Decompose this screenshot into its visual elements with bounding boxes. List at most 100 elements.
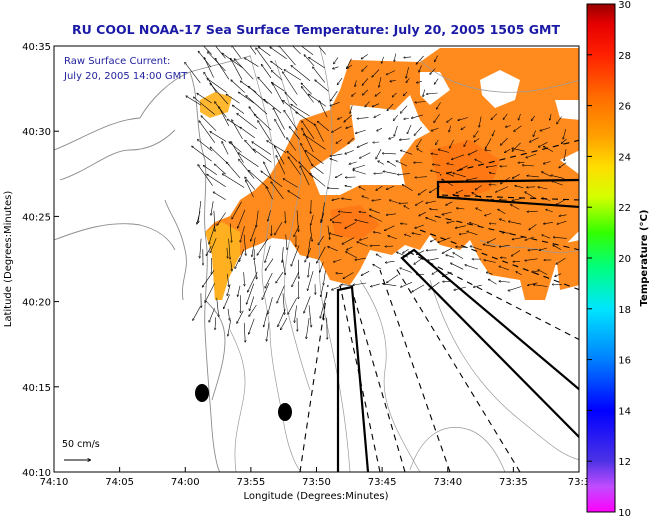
current-vector (232, 120, 243, 140)
current-vector (267, 322, 270, 341)
sst-hole-1 (420, 72, 450, 105)
current-vector (555, 273, 562, 277)
annotation-line-1: Raw Surface Current: (64, 56, 170, 67)
current-vector (527, 187, 536, 188)
current-vector (405, 234, 412, 237)
current-vector (432, 164, 441, 165)
current-vector (215, 46, 226, 59)
current-vector (512, 198, 522, 201)
current-vector (223, 174, 245, 188)
chart-title: RU COOL NOAA-17 Sea Surface Temperature:… (72, 22, 560, 37)
current-vector (427, 92, 438, 94)
colorbar-label: Temperature (°C) (639, 210, 650, 307)
current-vector (330, 159, 338, 162)
current-vector (542, 172, 552, 177)
current-vector (373, 264, 382, 270)
current-vector (376, 254, 382, 258)
current-vector (527, 176, 539, 178)
current-vector (291, 104, 310, 117)
current-vector (210, 84, 229, 105)
y-axis-ticks: 40:10 40:15 40:20 40:25 40:30 40:35 (22, 42, 59, 479)
current-vector (206, 246, 212, 255)
current-vector (513, 174, 520, 178)
current-vector (378, 161, 385, 165)
current-vector (320, 262, 324, 272)
y-tick-label: 40:15 (22, 383, 51, 394)
current-vector (309, 225, 312, 241)
current-vector (258, 121, 272, 142)
current-vector (222, 142, 229, 155)
current-vector (231, 142, 244, 163)
current-vector (370, 209, 380, 214)
current-vector (451, 263, 464, 270)
current-vectors (185, 46, 567, 342)
current-vector (372, 103, 380, 107)
current-vector (453, 173, 466, 178)
current-vector (518, 113, 521, 120)
current-vector (252, 142, 272, 155)
current-vector (248, 272, 258, 292)
current-vector (533, 130, 536, 137)
current-vector (426, 250, 437, 251)
sst-hole-4 (555, 100, 579, 120)
current-vector (237, 310, 244, 324)
current-vector (256, 48, 272, 70)
current-vector (447, 117, 453, 122)
current-vector (213, 192, 226, 200)
current-vector (345, 186, 352, 188)
sst-field (200, 48, 579, 300)
current-vector (538, 270, 548, 275)
current-vector (209, 308, 215, 322)
current-vector (265, 272, 273, 288)
current-vector (365, 101, 370, 106)
current-vector (353, 170, 366, 175)
current-vector (389, 136, 394, 139)
current-vector (542, 235, 551, 239)
current-vector (249, 46, 257, 55)
current-vector (499, 281, 510, 282)
x-tick-label: 73:35 (499, 477, 528, 488)
current-vector (198, 200, 202, 222)
y-tick-label: 40:30 (22, 127, 51, 138)
current-vector (282, 247, 284, 262)
current-vector (302, 128, 314, 153)
current-vector (266, 187, 273, 200)
current-vector (328, 247, 338, 252)
current-vector (396, 161, 408, 167)
current-vector (509, 221, 522, 225)
current-vector (302, 121, 315, 139)
sst-yellow-north (200, 92, 232, 118)
current-vector (357, 142, 368, 148)
current-vector (390, 200, 398, 204)
current-vector (403, 249, 409, 253)
current-vector (348, 137, 354, 143)
current-vector (372, 69, 380, 77)
x-tick-label: 73:50 (302, 477, 331, 488)
current-vector (219, 107, 230, 127)
current-vector (414, 126, 422, 135)
current-vector (227, 308, 230, 320)
current-vector (224, 294, 230, 309)
current-vector (327, 317, 328, 339)
current-vector (525, 236, 535, 240)
current-vector (559, 214, 567, 216)
current-vector (330, 153, 343, 156)
colorbar-tick-label: 12 (618, 457, 631, 468)
current-vector (315, 124, 324, 142)
current-vector (355, 80, 357, 86)
scale-label: 50 cm/s (62, 439, 100, 450)
current-vector (311, 200, 312, 213)
current-vector (489, 279, 497, 285)
current-vector (370, 216, 383, 222)
current-vector (357, 242, 368, 247)
current-vector (373, 142, 380, 143)
current-vector (352, 92, 357, 96)
current-vector (261, 65, 272, 79)
current-vector (456, 189, 464, 193)
current-vector (200, 238, 202, 258)
current-vector (275, 146, 285, 165)
current-vector (512, 148, 525, 152)
current-vector (511, 205, 520, 210)
current-vector (268, 210, 271, 221)
current-vector (431, 127, 439, 131)
